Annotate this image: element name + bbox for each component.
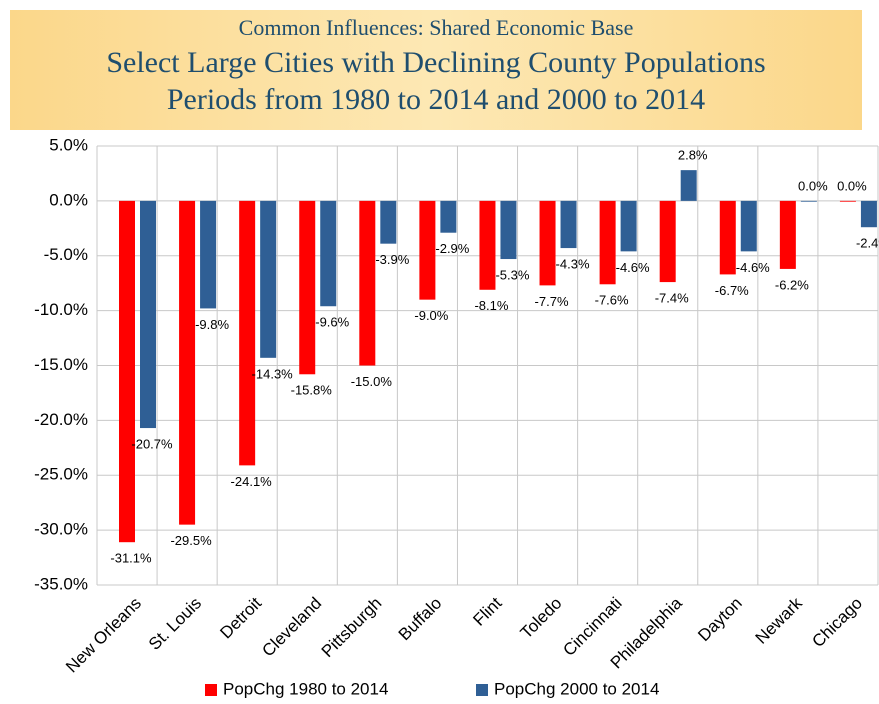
data-label: -3.9% <box>375 252 409 267</box>
data-label: -15.8% <box>291 383 333 398</box>
bar <box>599 200 616 285</box>
data-label: -5.3% <box>495 267 529 282</box>
x-tick-label: Flint <box>469 593 505 629</box>
data-label: 2.8% <box>678 148 708 163</box>
bar <box>140 200 156 429</box>
bar <box>539 200 556 286</box>
data-label: 0.0% <box>798 178 828 193</box>
bar <box>740 200 757 252</box>
legend-label: PopChg 1980 to 2014 <box>223 679 388 698</box>
data-label: -6.2% <box>775 277 809 292</box>
bar <box>860 200 877 228</box>
bar <box>239 200 256 466</box>
y-tick-label: -10.0% <box>34 300 88 319</box>
legend-label: PopChg 2000 to 2014 <box>494 679 659 698</box>
legend-swatch <box>205 684 217 696</box>
data-label: -15.0% <box>351 374 393 389</box>
data-label: -4.6% <box>616 260 650 275</box>
y-tick-label: -15.0% <box>34 355 88 374</box>
bar <box>620 200 637 252</box>
y-tick-label: -20.0% <box>34 410 88 429</box>
data-label: -4.3% <box>556 257 590 272</box>
data-label: -4.6% <box>736 260 770 275</box>
data-label: 0.0% <box>837 178 867 193</box>
bar <box>200 200 217 309</box>
bar <box>419 200 436 300</box>
bar <box>839 200 856 202</box>
bar <box>500 200 517 260</box>
bar <box>179 200 196 525</box>
x-tick-label: Detroit <box>216 593 265 642</box>
legend-swatch <box>476 684 488 696</box>
chart-subtitle: Periods from 1980 to 2014 and 2000 to 20… <box>167 83 705 116</box>
data-label: -24.1% <box>231 474 273 489</box>
data-label: -20.7% <box>131 436 173 451</box>
x-tick-label: New Orleans <box>62 594 145 677</box>
data-label: -6.7% <box>715 283 749 298</box>
chart-title: Select Large Cities with Declining Count… <box>106 46 765 79</box>
data-label: -31.1% <box>110 551 152 566</box>
bar <box>440 200 457 233</box>
data-label: -7.7% <box>535 294 569 309</box>
bar <box>719 200 736 275</box>
chart-header: Common Influences: Shared Economic Base <box>239 15 634 40</box>
bar <box>479 200 496 290</box>
bar <box>359 200 376 366</box>
bar <box>119 200 135 543</box>
data-label: -29.5% <box>170 533 212 548</box>
data-label: -2.9% <box>435 241 469 256</box>
data-label: -9.6% <box>315 315 349 330</box>
data-label: -8.1% <box>474 298 508 313</box>
bar <box>680 170 697 201</box>
bar <box>659 200 676 283</box>
x-tick-label: Cleveland <box>258 594 325 661</box>
data-label: -14.3% <box>252 366 294 381</box>
y-tick-label: -35.0% <box>34 574 88 593</box>
data-label: -7.4% <box>655 291 689 306</box>
x-tick-label: Buffalo <box>395 594 446 645</box>
data-label: -7.6% <box>595 293 629 308</box>
y-tick-label: 5.0% <box>49 135 88 154</box>
bar <box>380 200 397 244</box>
bar <box>779 200 796 269</box>
y-tick-label: -25.0% <box>34 465 88 484</box>
y-tick-label: -30.0% <box>34 520 88 539</box>
y-tick-label: -5.0% <box>44 245 88 264</box>
x-tick-label: Dayton <box>694 594 746 646</box>
data-label: -9.8% <box>195 317 229 332</box>
bar <box>320 200 337 307</box>
bar <box>560 200 577 249</box>
x-tick-label: Pittsburgh <box>318 594 386 662</box>
x-tick-label: Chicago <box>808 594 866 652</box>
bar <box>800 200 817 202</box>
data-label: -2.4% <box>856 236 879 251</box>
x-tick-label: Newark <box>752 593 807 648</box>
bar <box>260 200 277 358</box>
title-banner <box>10 10 862 130</box>
x-tick-label: Toledo <box>517 594 566 643</box>
bar <box>299 200 316 375</box>
y-tick-label: 0.0% <box>49 190 88 209</box>
data-label: -9.0% <box>414 308 448 323</box>
x-tick-label: St. Louis <box>145 594 205 654</box>
